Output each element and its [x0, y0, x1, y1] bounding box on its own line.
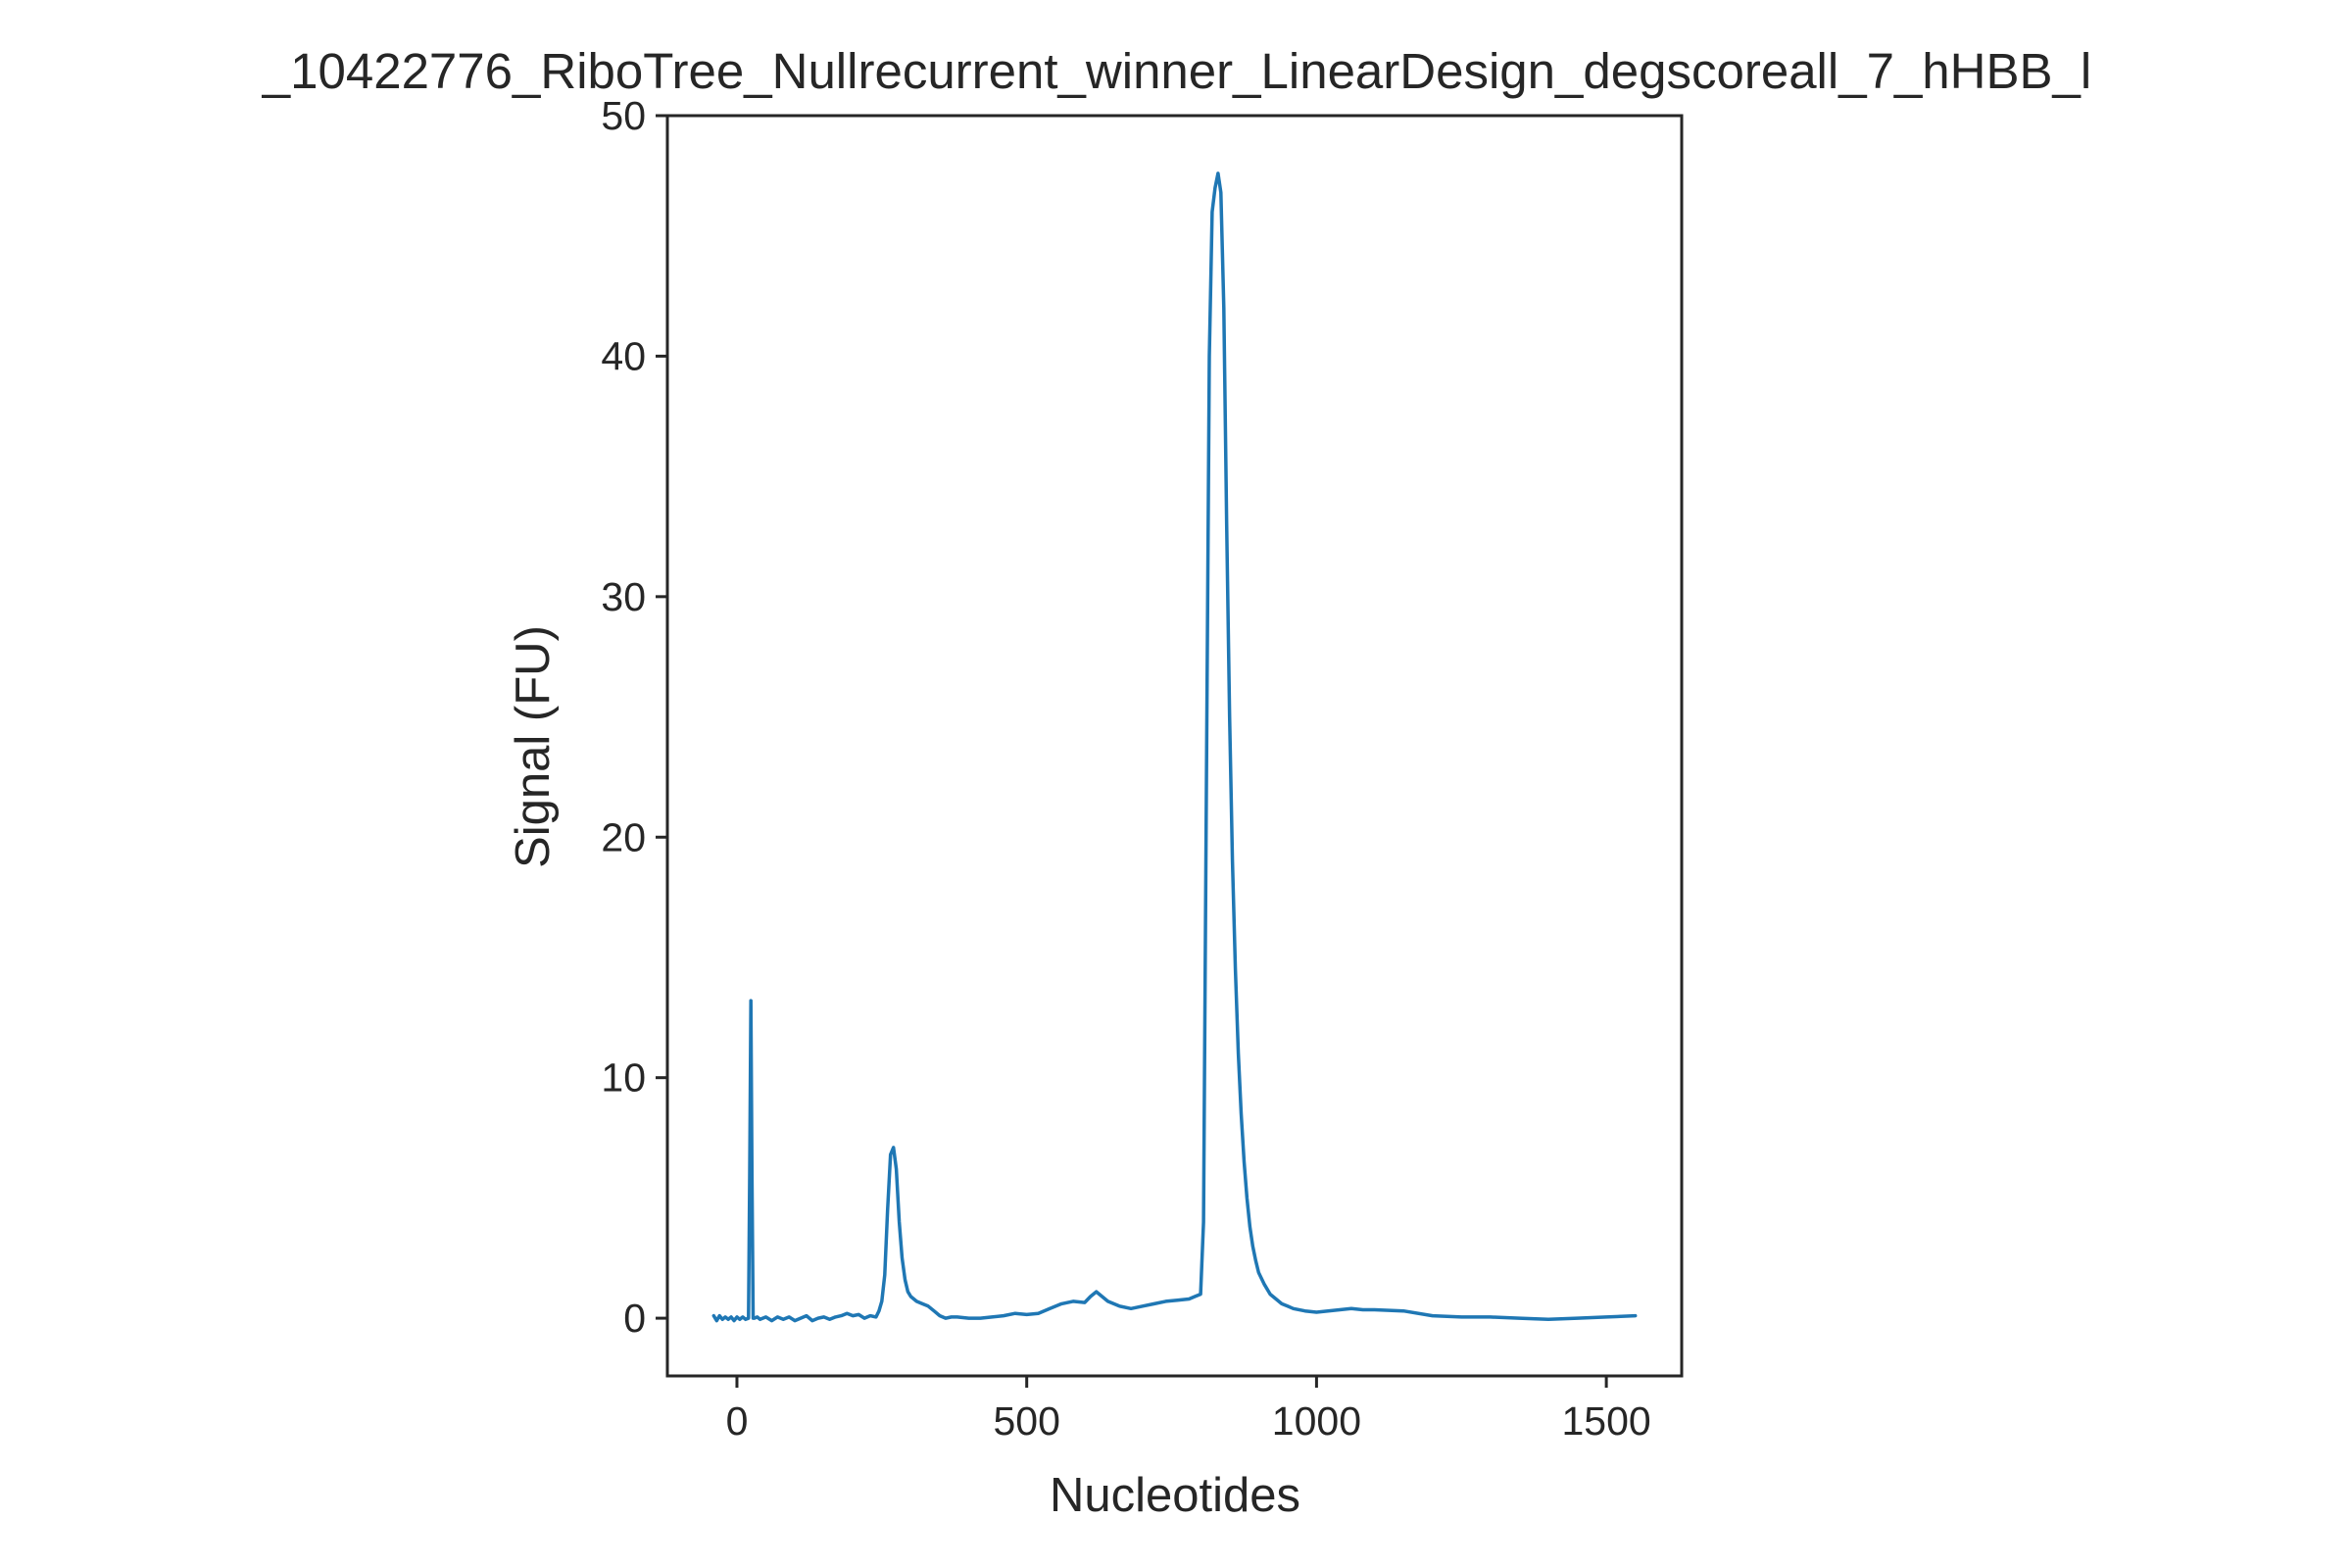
series-line-0: [711, 172, 1638, 1323]
y-tick-label: 10: [601, 1055, 646, 1101]
y-tick-label: 0: [623, 1296, 646, 1341]
y-axis: 0 10 20 30 40 50: [601, 93, 667, 1341]
y-axis-title: Signal (FU): [507, 625, 560, 868]
x-tick-label: 0: [726, 1398, 749, 1444]
y-tick-label: 30: [601, 574, 646, 619]
x-tick-label: 500: [993, 1398, 1059, 1444]
x-tick-label: 1000: [1272, 1398, 1361, 1444]
series-layer: [711, 172, 1638, 1323]
y-tick-label: 40: [601, 333, 646, 378]
y-tick-label: 20: [601, 814, 646, 859]
x-axis-title: Nucleotides: [1050, 1469, 1300, 1522]
y-tick-label: 50: [601, 93, 646, 138]
x-axis: 0 500 1000 1500: [726, 1376, 1651, 1444]
chart-title: _10422776_RiboTree_Nullrecurrent_winner_…: [262, 43, 2091, 99]
x-tick-label: 1500: [1562, 1398, 1651, 1444]
plot-frame: [665, 114, 1684, 1378]
